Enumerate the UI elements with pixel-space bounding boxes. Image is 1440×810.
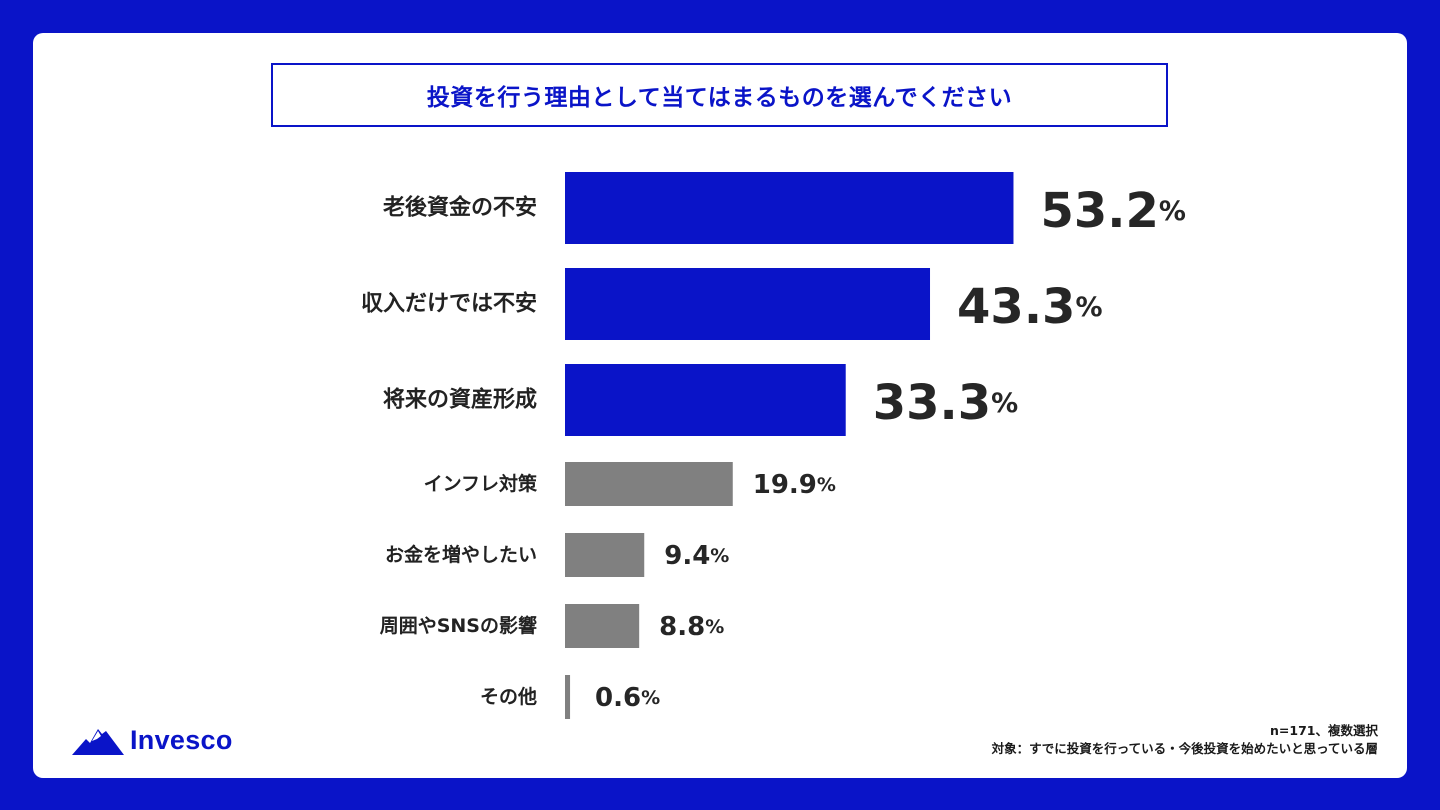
- value-label: 33.3%: [873, 375, 1019, 431]
- value-unit: %: [705, 616, 724, 638]
- value-number: 0.6: [595, 683, 641, 713]
- bar: [565, 268, 931, 340]
- category-label: お金を増やしたい: [385, 543, 537, 566]
- logo-wordmark: Invesco: [130, 724, 233, 755]
- value-label: 53.2%: [1040, 183, 1186, 239]
- question-title: 投資を行う理由として当てはまるものを選んでください: [426, 85, 1013, 111]
- value-label: 0.6%: [595, 683, 660, 713]
- value-number: 53.2: [1040, 183, 1158, 239]
- value-label: 8.8%: [659, 612, 724, 642]
- value-unit: %: [1075, 292, 1102, 323]
- value-unit: %: [817, 474, 836, 496]
- value-label: 43.3%: [957, 279, 1103, 335]
- value-number: 19.9: [753, 470, 817, 500]
- bar: [565, 604, 640, 648]
- question-title-box: 投資を行う理由として当てはまるものを選んでください: [271, 63, 1168, 127]
- bar: [565, 675, 571, 719]
- mountain-logo-icon: [72, 729, 124, 755]
- value-label: 19.9%: [753, 470, 836, 500]
- category-label: 老後資金の不安: [382, 195, 537, 221]
- invesco-logo: Invesco: [72, 722, 233, 758]
- value-label: 9.4%: [664, 541, 729, 571]
- bar: [565, 462, 733, 506]
- value-unit: %: [641, 687, 660, 709]
- bar: [565, 533, 645, 577]
- value-number: 8.8: [659, 612, 705, 642]
- value-number: 43.3: [957, 279, 1075, 335]
- bars-layer: 老後資金の不安 53.2% 収入だけでは不安 43.3% 将来の資産形成 33.3% インフ…: [361, 172, 1186, 719]
- sample-note: n=171、複数選択: [1270, 723, 1378, 738]
- bar: [565, 172, 1014, 244]
- category-label: その他: [480, 685, 537, 708]
- category-label: 将来の資産形成: [383, 387, 537, 413]
- value-number: 9.4: [664, 541, 710, 571]
- value-unit: %: [1159, 196, 1186, 227]
- category-label: インフレ対策: [424, 472, 538, 495]
- category-label: 周囲やSNSの影響: [380, 614, 537, 637]
- category-label: 収入だけでは不安: [361, 291, 537, 317]
- footnote: n=171、複数選択 対象：すでに投資を行っている・今後投資を始めたいと思ってい…: [992, 722, 1378, 758]
- value-unit: %: [991, 388, 1018, 419]
- target-note: 対象：すでに投資を行っている・今後投資を始めたいと思っている層: [991, 741, 1378, 756]
- value-unit: %: [710, 545, 729, 567]
- bar: [565, 364, 846, 436]
- value-number: 33.3: [873, 375, 991, 431]
